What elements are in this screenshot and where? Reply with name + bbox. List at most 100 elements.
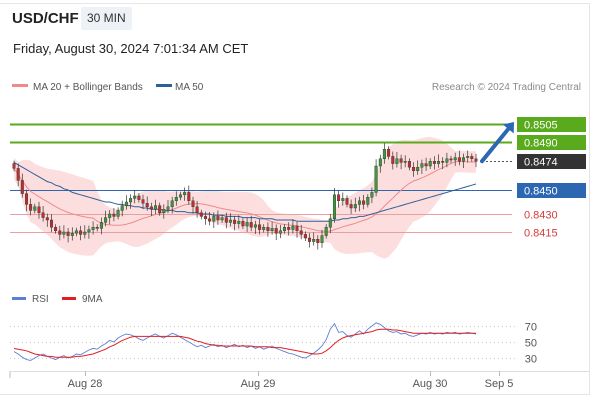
bear-candle <box>79 230 83 235</box>
level-labels: 0.8505 0.8490 0.8474 0.8450 0.8430 0.8415 <box>517 117 586 240</box>
bull-candle <box>420 163 424 168</box>
bear-candle <box>391 156 395 164</box>
bull-candle <box>253 224 257 228</box>
bull-candle <box>99 222 103 229</box>
projection-arrow-shaft <box>480 127 511 164</box>
bull-candle <box>320 235 324 244</box>
bear-candle <box>295 225 299 232</box>
bull-candle <box>212 216 216 222</box>
bull-candle <box>353 204 357 209</box>
resistance-badge-0 <box>517 117 586 132</box>
bear-candle <box>199 212 203 217</box>
bull-candle <box>83 231 87 235</box>
bear-candle <box>187 192 191 201</box>
ma20-line <box>13 160 477 232</box>
pivot-label-3: 0.8450 <box>524 186 558 198</box>
bear-candle <box>54 226 58 231</box>
bull-candle <box>278 230 282 234</box>
bear-candle <box>337 194 341 202</box>
bear-candle <box>203 216 207 219</box>
bear-candle <box>387 148 391 157</box>
bear-candle <box>137 195 141 200</box>
bull-candle <box>466 156 470 158</box>
bull-candle <box>104 217 108 223</box>
resistance-label-0: 0.8505 <box>524 120 558 132</box>
bear-candle <box>50 219 54 228</box>
ma50-line <box>13 161 477 222</box>
rsi-ma-line <box>13 328 476 358</box>
ma20-legend-label: MA 20 + Bollinger Bands <box>33 82 143 93</box>
bull-candle <box>74 230 78 234</box>
bull-candle <box>428 160 432 167</box>
bear-candle <box>362 200 366 205</box>
bear-candle <box>249 222 253 228</box>
bull-candle <box>183 192 187 195</box>
level-lines <box>10 123 512 233</box>
bull-candle <box>358 200 362 205</box>
bull-candle <box>374 165 378 193</box>
x-axis-ticks: Aug 28 Aug 29 Aug 30 Sep 5 <box>68 371 514 390</box>
bull-candle <box>437 160 441 164</box>
pivot-badge-3 <box>517 183 586 198</box>
bull-candle <box>283 226 287 231</box>
bear-candle <box>258 224 262 230</box>
timeframe-badge[interactable]: 30 MIN <box>81 7 132 30</box>
rsi-ma-legend-label: 9MA <box>82 294 103 305</box>
bear-candle <box>141 199 145 204</box>
bear-candle <box>216 216 220 221</box>
bear-candle <box>349 204 353 209</box>
bull-candle <box>153 205 157 210</box>
x-tick-label-0: Aug 28 <box>68 378 103 390</box>
bull-candle <box>174 196 178 201</box>
bear-candle <box>191 200 195 208</box>
bull-candle <box>341 198 345 201</box>
x-tick-label-3: Sep 5 <box>485 378 514 390</box>
bull-candle <box>453 157 457 161</box>
bear-candle <box>25 193 29 205</box>
bull-candle <box>178 194 182 198</box>
bull-candle <box>228 219 232 223</box>
bull-candle <box>312 238 316 242</box>
rsi-tick-50: 50 <box>525 338 537 350</box>
bull-candle <box>91 226 95 230</box>
bear-candle <box>274 228 278 234</box>
rsi-legend: RSI 9MA <box>12 294 103 305</box>
x-tick-label-2: Aug 30 <box>413 378 448 390</box>
bear-candle <box>20 180 24 194</box>
bull-candle <box>366 196 370 205</box>
bull-candle <box>270 228 274 231</box>
bear-candle <box>145 202 149 207</box>
x-tick-label-1: Aug 29 <box>241 378 276 390</box>
rsi-tick-70: 70 <box>525 322 537 334</box>
support-label-5: 0.8415 <box>524 228 558 240</box>
bull-candle <box>378 158 382 167</box>
rsi-grid: 70 50 30 <box>10 322 537 366</box>
price-legend: MA 20 + Bollinger Bands MA 50 Research ©… <box>12 82 581 93</box>
bull-candle <box>395 158 399 164</box>
resistance-badge-1 <box>517 135 586 150</box>
bull-candle <box>162 208 166 213</box>
projection-arrow-head <box>502 122 514 134</box>
bollinger-band <box>14 136 476 259</box>
bear-candle <box>303 234 307 239</box>
bear-candle <box>233 219 237 224</box>
chart-header: USD/CHF 30 MIN <box>0 0 590 36</box>
bull-candle <box>87 229 91 233</box>
ma20-legend-swatch <box>12 84 28 87</box>
current-price-label: 0.8474 <box>524 157 558 169</box>
bull-candle <box>370 192 374 198</box>
bull-candle <box>245 222 249 227</box>
bear-candle <box>241 220 245 227</box>
bear-candle <box>441 160 445 163</box>
bear-candle <box>407 160 411 168</box>
bull-candle <box>170 200 174 208</box>
bull-candle <box>333 194 337 220</box>
bear-candle <box>158 205 162 214</box>
bear-candle <box>149 206 153 210</box>
bull-candle <box>262 226 266 230</box>
bear-candle <box>308 237 312 242</box>
bull-candle <box>324 226 328 236</box>
bear-candle <box>208 218 212 222</box>
bear-candle <box>432 160 436 164</box>
bull-candle <box>237 220 241 224</box>
